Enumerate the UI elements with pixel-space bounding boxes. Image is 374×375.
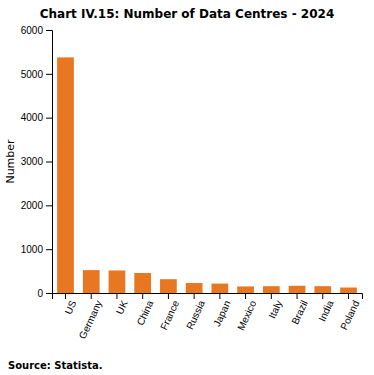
tick-mark bbox=[219, 293, 220, 299]
tick-mark bbox=[46, 293, 52, 294]
bar bbox=[314, 286, 331, 293]
y-axis: 0 1000 2000 3000 4000 5000 6000 bbox=[21, 25, 53, 299]
tick-label: India bbox=[316, 298, 335, 323]
tick-label: Mexico bbox=[235, 298, 259, 332]
axis-line bbox=[53, 294, 363, 300]
x-axis: USGermany UKChinaFranceRussiaJapanMexico I… bbox=[53, 293, 363, 341]
tick: 0 bbox=[37, 288, 52, 299]
tick: UK bbox=[114, 293, 130, 316]
tick-mark bbox=[245, 293, 246, 299]
tick-label: Poland bbox=[338, 299, 361, 332]
tick-label: 0 bbox=[37, 288, 43, 299]
tick: Poland bbox=[338, 293, 361, 332]
tick-label: 2000 bbox=[21, 200, 44, 211]
tick-label: 1000 bbox=[21, 244, 44, 255]
tick: France bbox=[158, 293, 181, 332]
tick-label: 5000 bbox=[21, 69, 44, 80]
tick: 5000 bbox=[21, 69, 52, 80]
bar bbox=[237, 286, 254, 293]
bar bbox=[212, 284, 229, 293]
tick-label: Russia bbox=[184, 298, 207, 331]
tick-mark bbox=[348, 293, 349, 299]
tick: 2000 bbox=[21, 200, 52, 211]
tick-label: Japan bbox=[211, 299, 232, 328]
bars bbox=[57, 57, 357, 293]
tick-label: UK bbox=[114, 298, 130, 316]
tick: Russia bbox=[184, 293, 207, 331]
tick: 1000 bbox=[21, 244, 52, 255]
bar bbox=[57, 57, 74, 293]
tick: 3000 bbox=[21, 156, 52, 167]
tick-label: China bbox=[134, 298, 155, 327]
tick-mark bbox=[116, 293, 117, 299]
bar bbox=[289, 286, 306, 293]
bar bbox=[134, 273, 151, 293]
tick-mark bbox=[46, 118, 52, 119]
tick-mark bbox=[271, 293, 272, 299]
tick-mark bbox=[65, 293, 66, 299]
tick-mark bbox=[46, 74, 52, 75]
tick: Mexico bbox=[235, 293, 259, 332]
tick-label: US bbox=[62, 298, 78, 316]
tick: Brazil bbox=[289, 293, 310, 326]
source: Source: Statista. bbox=[8, 360, 103, 371]
tick: 4000 bbox=[21, 112, 52, 123]
tick: India bbox=[316, 293, 335, 323]
tick-mark bbox=[322, 293, 323, 299]
tick-mark bbox=[91, 293, 92, 299]
axis-line bbox=[46, 31, 53, 294]
tick-label: 3000 bbox=[21, 156, 44, 167]
tick: US bbox=[62, 293, 78, 316]
tick-mark bbox=[46, 162, 52, 163]
tick-label: Germany bbox=[77, 299, 104, 341]
tick: Germany bbox=[77, 293, 104, 341]
tick-label: France bbox=[158, 298, 181, 331]
tick-label: Brazil bbox=[289, 299, 310, 326]
chart: 0 1000 2000 3000 4000 5000 6000 USGermany UKChin… bbox=[0, 0, 374, 375]
tick-label: 6000 bbox=[21, 25, 44, 36]
bar bbox=[160, 279, 177, 293]
tick-mark bbox=[194, 293, 195, 299]
tick-mark bbox=[142, 293, 143, 299]
tick: Japan bbox=[211, 293, 232, 328]
y-label: Number bbox=[4, 139, 17, 184]
bar bbox=[83, 270, 100, 293]
tick-mark bbox=[46, 30, 52, 31]
tick: China bbox=[134, 293, 155, 327]
tick: 6000 bbox=[21, 25, 52, 36]
bar bbox=[263, 286, 280, 293]
tick: Italy bbox=[266, 293, 284, 320]
plot: 0 1000 2000 3000 4000 5000 6000 USGermany UKChin… bbox=[21, 25, 363, 341]
tick-mark bbox=[297, 293, 298, 299]
bar bbox=[109, 270, 126, 293]
bar bbox=[340, 288, 357, 293]
tick-label: Italy bbox=[266, 299, 284, 320]
tick-mark bbox=[168, 293, 169, 299]
tick-mark bbox=[46, 249, 52, 250]
bar bbox=[186, 283, 203, 293]
tick-mark bbox=[46, 205, 52, 206]
tick-label: 4000 bbox=[21, 112, 44, 123]
title: Chart IV.15: Number of Data Centres - 20… bbox=[40, 7, 335, 21]
